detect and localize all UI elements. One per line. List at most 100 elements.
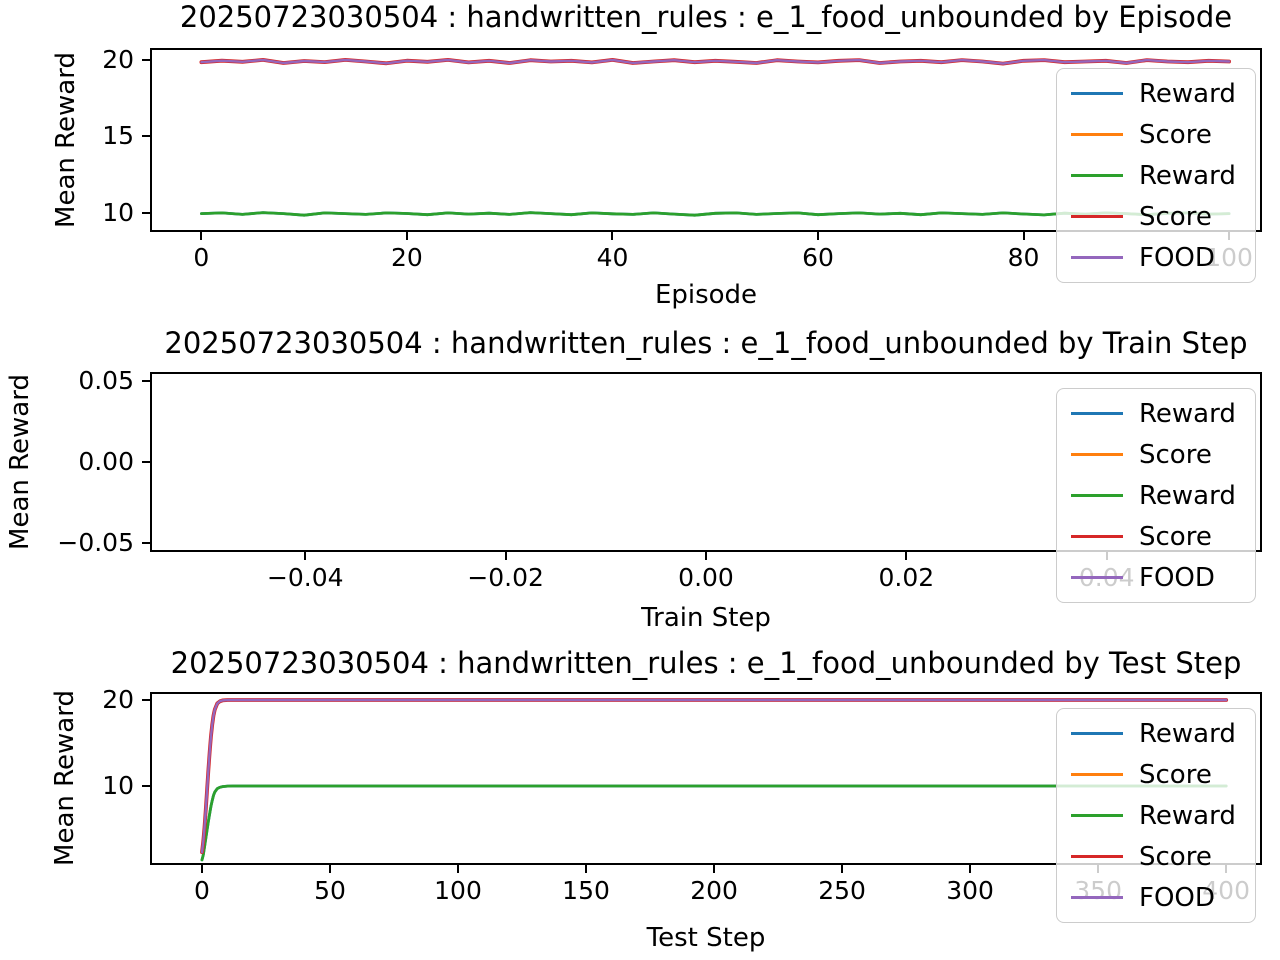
chart-title: 20250723030504 : handwritten_rules : e_1… (164, 326, 1248, 360)
x-tick-mark (705, 552, 707, 560)
legend-label: Score (1139, 201, 1212, 232)
x-tick-mark (200, 232, 203, 240)
y-tick-mark (142, 58, 150, 61)
y-tick-mark (142, 542, 150, 545)
legend-label: Score (1139, 521, 1212, 552)
chart-title: 20250723030504 : handwritten_rules : e_1… (179, 0, 1233, 34)
legend-entry: FOOD (1057, 563, 1255, 593)
x-tick-mark (713, 865, 716, 873)
series-line-food-purple (200, 58, 1231, 65)
x-tick-label: 40 (596, 243, 629, 272)
legend-entry: FOOD (1057, 243, 1255, 273)
x-tick-mark (405, 232, 408, 240)
legend-line-sample (1071, 133, 1123, 136)
x-tick-mark (817, 232, 820, 240)
legend-label: Reward (1139, 718, 1236, 749)
y-tick-label: 15 (102, 121, 134, 151)
legend-label: Score (1139, 119, 1212, 150)
x-tick-label: 0.00 (678, 563, 734, 592)
legend-label: Reward (1139, 480, 1236, 511)
y-tick-mark (142, 135, 150, 138)
legend-label: FOOD (1139, 242, 1215, 273)
legend-line-sample (1071, 576, 1123, 579)
legend: Reward Score Reward Score FOOD (1056, 68, 1256, 283)
legend-label: Reward (1139, 800, 1236, 831)
legend-line-sample (1071, 494, 1123, 497)
x-tick-label: 50 (314, 876, 346, 905)
x-axis-label: Episode (654, 280, 758, 310)
legend-entry: Score (1057, 760, 1255, 790)
x-tick-mark (905, 552, 908, 560)
y-tick-label: 0.05 (78, 365, 134, 395)
x-tick-mark (1022, 232, 1025, 240)
legend-line-sample (1071, 174, 1123, 177)
x-axis-label: Train Step (641, 603, 771, 633)
legend-line-sample (1071, 773, 1123, 776)
legend-entry: Score (1057, 120, 1255, 150)
x-tick-label: −0.02 (467, 563, 544, 592)
y-tick-mark (142, 784, 150, 787)
x-tick-mark (585, 865, 588, 873)
legend-line-sample (1071, 732, 1123, 735)
x-tick-mark (304, 552, 307, 560)
x-tick-mark (200, 865, 203, 873)
x-tick-label: 250 (818, 876, 866, 905)
x-tick-label: 300 (946, 876, 994, 905)
legend-line-sample (1071, 855, 1123, 858)
legend: Reward Score Reward Score FOOD (1056, 708, 1256, 923)
y-tick-label: 20 (102, 684, 134, 714)
x-axis-label: Test Step (646, 923, 766, 953)
legend-entry: Score (1057, 842, 1255, 872)
x-tick-label: 150 (562, 876, 610, 905)
series-line-reward-green (200, 784, 1228, 862)
y-tick-mark (142, 698, 150, 701)
legend-line-sample (1071, 453, 1123, 456)
chart-test-step: 20250723030504 : handwritten_rules : e_1… (0, 640, 1280, 960)
legend-label: Score (1139, 841, 1212, 872)
x-tick-label: 0 (194, 876, 210, 905)
chart-episode: 20250723030504 : handwritten_rules : e_1… (0, 0, 1280, 320)
legend-entry: Score (1057, 440, 1255, 470)
x-tick-label: 0.02 (878, 563, 935, 592)
chart-train-step: 20250723030504 : handwritten_rules : e_1… (0, 320, 1280, 640)
y-tick-mark (142, 461, 150, 463)
x-tick-label: 0 (193, 243, 210, 272)
x-tick-label: 60 (802, 243, 834, 272)
data-lines (200, 698, 1229, 862)
x-tick-mark (841, 865, 844, 873)
legend-entry: Score (1057, 202, 1255, 232)
x-tick-label: 20 (391, 243, 423, 272)
legend-label: Score (1139, 759, 1212, 790)
y-tick-label: 10 (102, 197, 134, 227)
legend-line-sample (1071, 535, 1123, 538)
legend-line-sample (1071, 92, 1123, 95)
y-tick-mark (142, 379, 150, 382)
x-tick-mark (611, 232, 614, 240)
y-tick-label: 20 (102, 44, 134, 74)
y-tick-label: 0.00 (78, 447, 134, 476)
legend-line-sample (1071, 412, 1123, 415)
legend: Reward Score Reward Score FOOD (1056, 388, 1256, 603)
x-tick-mark (969, 865, 972, 873)
legend-label: Reward (1139, 160, 1236, 191)
legend-entry: Reward (1057, 399, 1255, 429)
legend-entry: Score (1057, 522, 1255, 552)
legend-entry: Reward (1057, 161, 1255, 191)
series-line-food-purple (200, 698, 1228, 854)
legend-entry: FOOD (1057, 883, 1255, 913)
x-tick-mark (457, 865, 460, 873)
legend-line-sample (1071, 256, 1123, 259)
x-tick-mark (504, 552, 507, 560)
legend-entry: Reward (1057, 719, 1255, 749)
x-tick-mark (328, 865, 331, 873)
legend-line-sample (1071, 896, 1123, 899)
x-tick-label: 80 (1007, 243, 1040, 272)
legend-entry: Reward (1057, 481, 1255, 511)
legend-label: Reward (1139, 78, 1236, 109)
legend-entry: Reward (1057, 801, 1255, 831)
legend-entry: Reward (1057, 79, 1255, 109)
legend-label: Score (1139, 439, 1212, 470)
x-tick-label: 100 (434, 876, 482, 905)
y-tick-label: −0.05 (57, 528, 134, 558)
